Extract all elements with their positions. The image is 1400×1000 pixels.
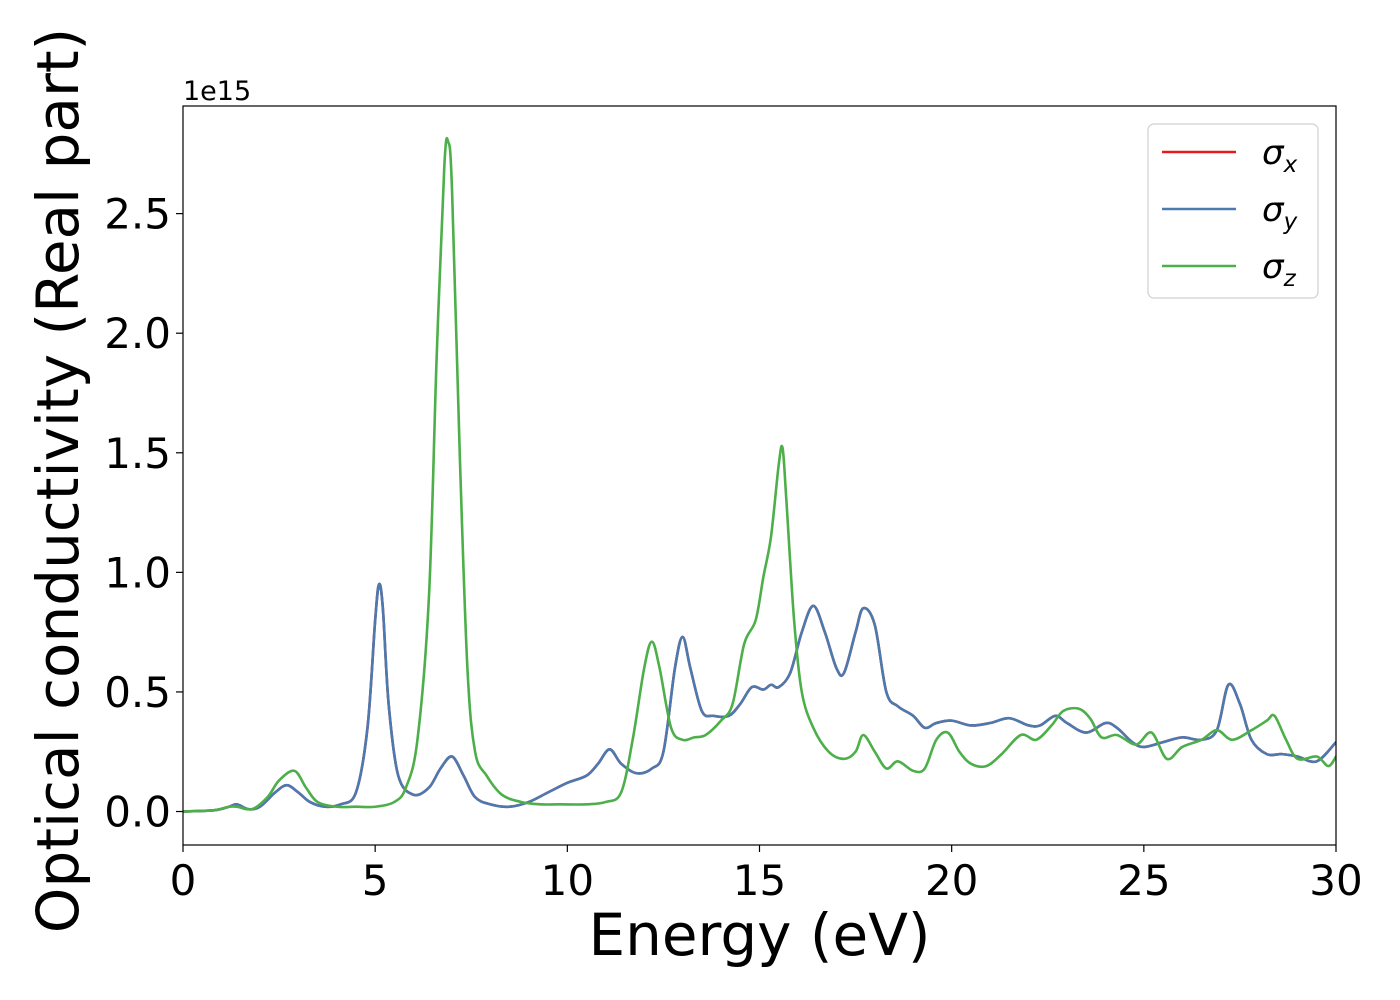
x-tick-label: 20: [925, 856, 978, 905]
series-line-y: [183, 582, 1336, 813]
legend-box: [1147, 123, 1319, 299]
legend-item-x: σx: [1162, 133, 1298, 178]
y-tick-label: 2.0: [104, 309, 171, 358]
x-tick-label: 30: [1309, 856, 1362, 905]
plot-area: [183, 136, 1336, 813]
x-axis-label: Energy (eV): [588, 901, 930, 969]
legend-label: σy: [1262, 190, 1298, 235]
y-tick-label: 0.5: [104, 668, 171, 717]
y-tick-label: 2.5: [104, 190, 171, 239]
legend-label: σx: [1262, 133, 1298, 178]
y-axis-ticks: 0.0 0.5 1.0 1.5 2.0 2.5: [104, 190, 183, 837]
legend-item-z: σz: [1162, 247, 1297, 292]
y-tick-label: 1.0: [104, 548, 171, 597]
y-tick-label: 0.0: [104, 788, 171, 837]
legend-item-y: σy: [1162, 190, 1298, 235]
y-offset-text: 1e15: [183, 76, 251, 107]
legend-label: σz: [1262, 247, 1297, 292]
series-line-x: [183, 582, 1336, 813]
x-tick-label: 10: [541, 856, 594, 905]
y-tick-label: 1.5: [104, 429, 171, 478]
x-tick-label: 25: [1117, 856, 1170, 905]
legend: σx σy σz: [1147, 123, 1319, 299]
y-axis-label: Optical conductivity (Real part): [24, 28, 92, 933]
x-axis-ticks: 0 5 10 15 20 25 30: [170, 845, 1363, 905]
x-tick-label: 0: [170, 856, 197, 905]
series-line-z: [183, 136, 1336, 813]
x-tick-label: 15: [733, 856, 786, 905]
x-tick-label: 5: [362, 856, 389, 905]
